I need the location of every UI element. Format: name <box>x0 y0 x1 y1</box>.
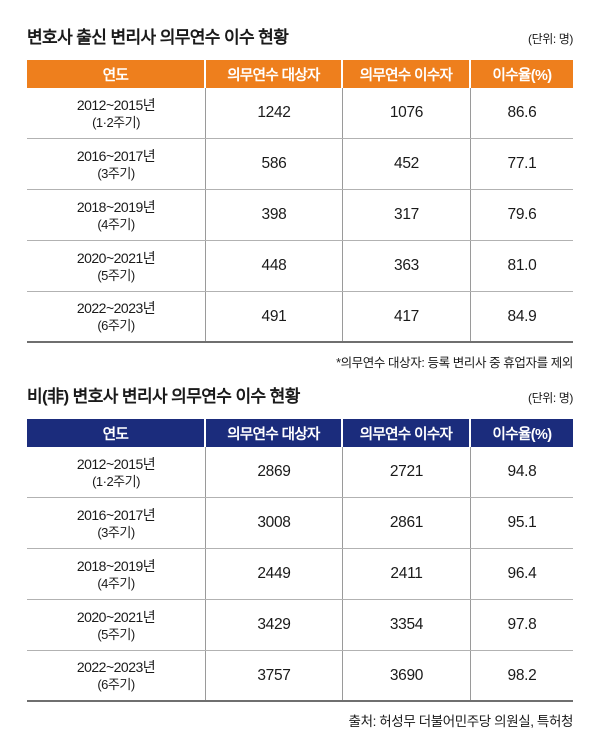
table-title: 비(非) 변호사 변리사 의무연수 이수 현황 <box>27 387 300 406</box>
completed-count-cell: 1076 <box>342 88 470 138</box>
year-label: 2018~2019년 <box>76 198 156 215</box>
table-row: 2022~2023년 (6주기) 491 417 84.9 <box>27 292 573 343</box>
table2-title-row: 비(非) 변호사 변리사 의무연수 이수 현황 (단위: 명) <box>27 385 573 407</box>
table-row: 2020~2021년 (5주기) 3429 3354 97.8 <box>27 600 573 651</box>
target-count-cell: 398 <box>205 190 342 240</box>
column-header-rate: 이수율(%) <box>470 60 573 88</box>
table1-body: 2012~2015년 (1·2주기) 1242 1076 86.6 2016~2… <box>27 88 573 343</box>
year-label: 2020~2021년 <box>76 249 156 266</box>
cycle-label: (3주기) <box>97 524 135 540</box>
cycle-label: (1·2주기) <box>92 114 140 130</box>
target-count-cell: 586 <box>205 139 342 189</box>
year-cell: 2012~2015년 (1·2주기) <box>27 447 205 497</box>
year-cell: 2022~2023년 (6주기) <box>27 651 205 700</box>
year-label: 2022~2023년 <box>76 659 156 675</box>
table-row: 2016~2017년 (3주기) 586 452 77.1 <box>27 139 573 190</box>
table-row: 2020~2021년 (5주기) 448 363 81.0 <box>27 241 573 292</box>
cycle-label: (3주기) <box>97 165 135 181</box>
unit-label: (단위: 명) <box>528 391 573 405</box>
year-cell: 2018~2019년 (4주기) <box>27 549 205 599</box>
target-count-cell: 448 <box>205 241 342 291</box>
year-cell: 2018~2019년 (4주기) <box>27 190 205 240</box>
target-count-cell: 2869 <box>205 447 342 497</box>
rate-cell: 81.0 <box>470 241 573 291</box>
table-row: 2012~2015년 (1·2주기) 1242 1076 86.6 <box>27 88 573 139</box>
table-non-lawyer-patent-attorneys: 비(非) 변호사 변리사 의무연수 이수 현황 (단위: 명) 연도 의무연수 … <box>27 385 574 729</box>
table1-header-row: 연도 의무연수 대상자 의무연수 이수자 이수율(%) <box>27 60 573 88</box>
target-count-cell: 1242 <box>205 88 342 138</box>
completed-count-cell: 417 <box>342 292 470 341</box>
cycle-label: (5주기) <box>97 267 135 283</box>
target-count-cell: 2449 <box>205 549 342 599</box>
column-header-completed: 의무연수 이수자 <box>342 419 470 447</box>
year-label: 2018~2019년 <box>76 557 156 574</box>
footnote: *의무연수 대상자: 등록 변리사 중 휴업자를 제외 <box>336 356 573 370</box>
year-cell: 2020~2021년 (5주기) <box>27 600 205 650</box>
column-header-target: 의무연수 대상자 <box>205 419 342 447</box>
target-count-cell: 3429 <box>205 600 342 650</box>
column-header-year: 연도 <box>27 60 205 88</box>
table2-header-row: 연도 의무연수 대상자 의무연수 이수자 이수율(%) <box>27 419 573 447</box>
year-cell: 2012~2015년 (1·2주기) <box>27 88 205 138</box>
target-count-cell: 3008 <box>205 498 342 548</box>
table-title: 변호사 출신 변리사 의무연수 이수 현황 <box>27 28 289 47</box>
table-row: 2022~2023년 (6주기) 3757 3690 98.2 <box>27 651 573 702</box>
year-label: 2016~2017년 <box>76 506 156 523</box>
cycle-label: (4주기) <box>97 575 135 591</box>
table1-title-row: 변호사 출신 변리사 의무연수 이수 현황 (단위: 명) <box>27 26 573 48</box>
year-label: 2012~2015년 <box>76 96 156 113</box>
completed-count-cell: 452 <box>342 139 470 189</box>
completed-count-cell: 2861 <box>342 498 470 548</box>
rate-cell: 95.1 <box>470 498 573 548</box>
rate-cell: 94.8 <box>470 447 573 497</box>
completed-count-cell: 2411 <box>342 549 470 599</box>
year-label: 2012~2015년 <box>76 455 156 472</box>
cycle-label: (6주기) <box>97 318 135 333</box>
rate-cell: 77.1 <box>470 139 573 189</box>
rate-cell: 96.4 <box>470 549 573 599</box>
table-lawyer-patent-attorneys: 변호사 출신 변리사 의무연수 이수 현황 (단위: 명) 연도 의무연수 대상… <box>27 26 573 370</box>
year-label: 2022~2023년 <box>76 300 156 316</box>
completed-count-cell: 3354 <box>342 600 470 650</box>
column-header-target: 의무연수 대상자 <box>205 60 342 88</box>
table2-body: 2012~2015년 (1·2주기) 2869 2721 94.8 2016~2… <box>27 447 573 702</box>
target-count-cell: 491 <box>205 292 342 341</box>
column-header-year: 연도 <box>27 419 205 447</box>
rate-cell: 79.6 <box>470 190 573 240</box>
column-header-completed: 의무연수 이수자 <box>342 60 470 88</box>
completed-count-cell: 317 <box>342 190 470 240</box>
completed-count-cell: 363 <box>342 241 470 291</box>
cycle-label: (5주기) <box>97 626 135 642</box>
rate-cell: 84.9 <box>470 292 573 341</box>
table-row: 2016~2017년 (3주기) 3008 2861 95.1 <box>27 498 573 549</box>
rate-cell: 98.2 <box>470 651 573 700</box>
year-cell: 2016~2017년 (3주기) <box>27 139 205 189</box>
table-row: 2018~2019년 (4주기) 2449 2411 96.4 <box>27 549 573 600</box>
cycle-label: (1·2주기) <box>92 473 140 489</box>
unit-label: (단위: 명) <box>528 32 573 46</box>
year-label: 2016~2017년 <box>76 147 156 164</box>
completed-count-cell: 3690 <box>342 651 470 700</box>
table-row: 2012~2015년 (1·2주기) 2869 2721 94.8 <box>27 447 573 498</box>
cycle-label: (6주기) <box>97 677 135 692</box>
rate-cell: 97.8 <box>470 600 573 650</box>
year-cell: 2020~2021년 (5주기) <box>27 241 205 291</box>
column-header-rate: 이수율(%) <box>470 419 573 447</box>
cycle-label: (4주기) <box>97 216 135 232</box>
year-cell: 2016~2017년 (3주기) <box>27 498 205 548</box>
completed-count-cell: 2721 <box>342 447 470 497</box>
source-credit: 출처: 허성무 더불어민주당 의원실, 특허청 <box>348 714 574 729</box>
table-row: 2018~2019년 (4주기) 398 317 79.6 <box>27 190 573 241</box>
year-cell: 2022~2023년 (6주기) <box>27 292 205 341</box>
target-count-cell: 3757 <box>205 651 342 700</box>
year-label: 2020~2021년 <box>76 608 156 625</box>
rate-cell: 86.6 <box>470 88 573 138</box>
